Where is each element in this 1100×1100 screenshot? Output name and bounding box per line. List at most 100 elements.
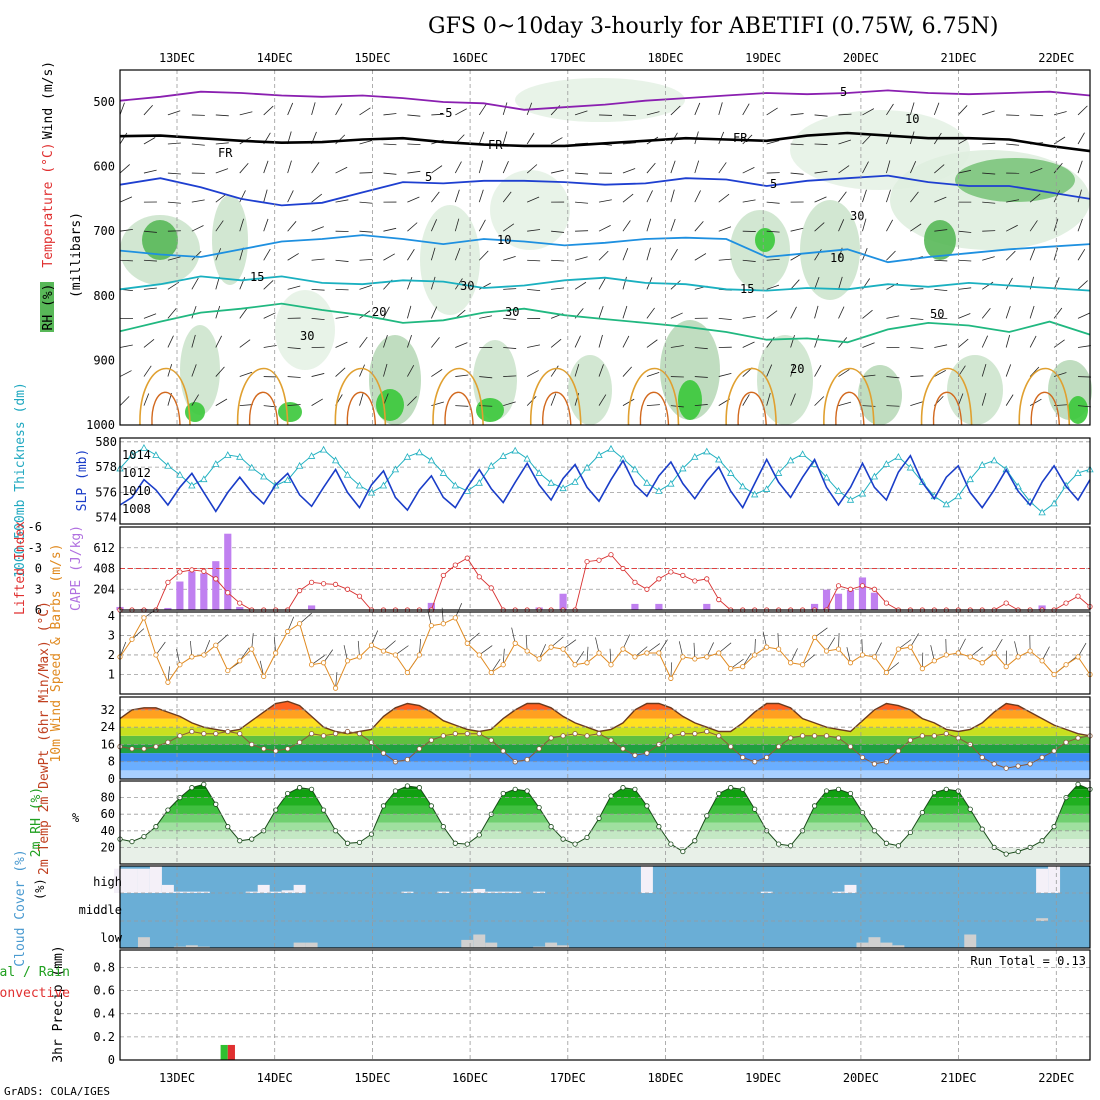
wind-barb [239, 190, 246, 203]
rh-line-point [464, 841, 470, 847]
wind-speed-line-point [859, 652, 866, 658]
wind-barb [407, 277, 413, 290]
dewpt-line-point [1015, 763, 1021, 769]
wind-speed-line-point [500, 662, 506, 668]
dewpt-line-point [704, 728, 710, 735]
wind-barb [934, 196, 947, 203]
wind-barb [263, 312, 276, 319]
cloud-bar [509, 891, 522, 893]
wind-barb [143, 287, 157, 290]
wind-barb [766, 230, 780, 233]
wind-barb [742, 259, 756, 262]
temp-tick: 24 [101, 720, 115, 734]
dewpt-line-point [536, 746, 542, 752]
temp-contour [932, 391, 963, 426]
wind-barb [407, 305, 412, 319]
wind-barb [551, 169, 564, 174]
wind-barb [1029, 220, 1038, 232]
rh-shade [515, 78, 685, 122]
wind-barb [176, 649, 181, 665]
cape-tick: 204 [93, 582, 115, 596]
lifted-index-line-point [464, 555, 470, 561]
rh-band [120, 814, 1090, 823]
wind-speed-line-point [380, 648, 387, 654]
wind-barb [910, 223, 922, 232]
wind-barb [430, 219, 437, 232]
rh-line-point [704, 813, 710, 819]
lifted-index-line-point [716, 597, 722, 603]
dewpt-line-point [847, 744, 854, 750]
wind-barb [538, 644, 546, 660]
wind-barb [335, 259, 349, 262]
wind-tick: 4 [108, 609, 115, 623]
wind-barb [670, 189, 675, 203]
wind-barb [595, 637, 600, 654]
ylabel-wind10m: 10m Wind Speed & Barbs (m/s) [49, 543, 64, 762]
wind-barb [407, 222, 418, 232]
wind-barb [790, 143, 804, 146]
wind-barb [1006, 114, 1020, 116]
slp-line-point [655, 487, 663, 494]
slp-line-point [475, 478, 483, 486]
temp-contour [119, 131, 1091, 153]
wind-barb [981, 363, 987, 377]
wind-barb [790, 113, 804, 116]
lifted-index-line-point [476, 574, 482, 580]
slp-line-point [499, 452, 507, 459]
slp-line-point [427, 456, 436, 464]
dewpt-line-point [776, 744, 782, 750]
thickness-tick: 580 [95, 435, 117, 449]
wind-barb [957, 393, 964, 406]
slp-line-point [727, 469, 735, 476]
rh-shade [420, 205, 480, 315]
slp-line-point [164, 461, 172, 469]
slp-line-point [355, 481, 364, 489]
wind-barb [706, 642, 714, 658]
date-label-bottom: 16DEC [452, 1071, 488, 1085]
wind-barb [167, 666, 170, 683]
rh-line-point [811, 803, 818, 809]
wind-barb [287, 221, 297, 232]
wind-barb [694, 190, 701, 203]
lifted-frame [119, 526, 1091, 611]
dewpt-line-point [476, 731, 482, 737]
wind-barb [598, 394, 607, 406]
wind-barb [511, 627, 516, 644]
cloud-bar [197, 891, 210, 893]
wind-barb [1029, 398, 1042, 406]
wind-barb [694, 253, 707, 261]
temp-contour [119, 89, 1091, 111]
cloud-bar [185, 945, 198, 948]
wind-barb [1005, 334, 1011, 348]
wind-barb [263, 160, 269, 174]
wind-barb [1077, 345, 1091, 348]
wind-barb [886, 219, 894, 232]
wind-barb [143, 230, 157, 233]
wind-barb [575, 172, 589, 175]
wind-barb [427, 609, 432, 626]
rh-line-point [153, 824, 159, 830]
wind-barb [455, 108, 467, 116]
dewpt-line-point [201, 731, 207, 737]
wind-barb [215, 193, 227, 203]
rh-shade [490, 170, 570, 250]
dewpt-line-point [799, 733, 806, 739]
wind-barb [862, 342, 875, 348]
contour-label: 5 [840, 85, 847, 99]
slp-line-point [870, 472, 879, 480]
wind-barb [454, 603, 463, 618]
temp-contour [1030, 391, 1060, 426]
wind-barb [766, 107, 778, 116]
wind-barb [646, 404, 660, 407]
wind-barb [874, 642, 882, 658]
wind-barb [259, 660, 265, 677]
wind-barb [502, 223, 515, 232]
wind-barb [814, 143, 828, 145]
wind-barb [430, 247, 436, 261]
wind-barb [527, 196, 540, 203]
wind-barb [838, 633, 840, 650]
ylabel-cape: CAPE (J/kg) [69, 525, 84, 611]
cape-bar [703, 603, 711, 610]
dewpt-line-point [368, 739, 375, 745]
